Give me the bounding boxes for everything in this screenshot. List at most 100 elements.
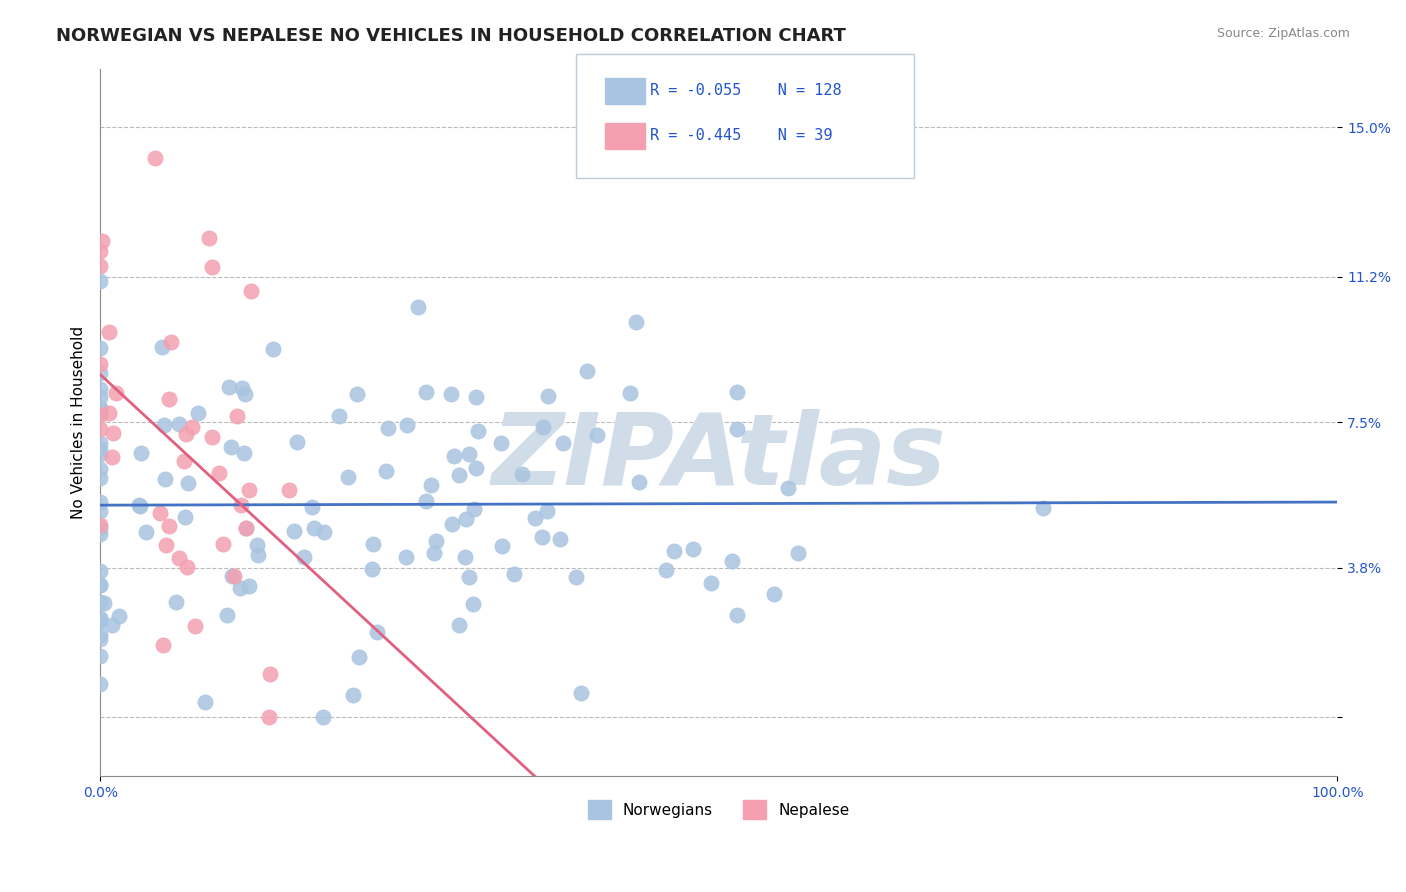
Point [537,389,560,403]
Point [89,564,111,578]
Legend: Norwegians, Nepalese: Norwegians, Nepalese [582,794,856,825]
Point [523,511,546,525]
Point [90,235,112,249]
Point [491,436,513,450]
Point [564,569,586,583]
Point [89,401,111,416]
Point [347,650,370,665]
Point [682,542,704,557]
Point [312,710,335,724]
Point [155,538,177,552]
Point [257,710,280,724]
Point [217,607,239,622]
Point [419,477,441,491]
Point [176,560,198,574]
Point [221,569,243,583]
Point [548,533,571,547]
Point [238,483,260,498]
Point [98,407,121,421]
Point [262,342,284,356]
Text: R = -0.055    N = 128: R = -0.055 N = 128 [650,84,841,98]
Point [167,417,190,431]
Point [454,512,477,526]
Point [197,231,219,245]
Point [149,506,172,520]
Point [101,450,124,464]
Point [184,619,207,633]
Point [655,562,678,576]
Point [89,382,111,396]
Point [218,380,240,394]
Point [153,417,176,432]
Point [551,435,574,450]
Point [89,613,111,627]
Point [89,595,111,609]
Point [89,577,111,591]
Point [312,524,335,539]
Point [89,447,111,461]
Point [627,475,650,489]
Point [346,386,368,401]
Point [233,446,256,460]
Point [89,495,111,509]
Point [302,521,325,535]
Point [108,609,131,624]
Point [89,274,111,288]
Point [586,427,609,442]
Point [406,300,429,314]
Point [491,539,513,553]
Point [229,582,252,596]
Point [531,420,554,434]
Point [211,537,233,551]
Y-axis label: No Vehicles in Household: No Vehicles in Household [72,326,86,519]
Point [143,151,166,165]
Point [135,524,157,539]
Point [727,384,749,399]
Point [454,550,477,565]
Point [720,554,742,568]
Point [415,494,437,508]
Point [98,325,121,339]
Point [229,498,252,512]
Point [301,500,323,514]
Point [292,550,315,565]
Point [502,566,524,581]
Point [89,390,111,404]
Point [463,597,485,611]
Point [89,628,111,642]
Point [530,530,553,544]
Text: ZIPAtlas: ZIPAtlas [491,409,946,507]
Point [89,517,111,532]
Point [395,417,418,432]
Point [93,596,115,610]
Text: Source: ZipAtlas.com: Source: ZipAtlas.com [1216,27,1350,40]
Point [235,521,257,535]
Point [510,467,533,481]
Point [128,499,150,513]
Point [89,578,111,592]
Point [441,516,464,531]
Point [194,695,217,709]
Point [377,420,399,434]
Point [89,342,111,356]
Point [89,244,111,259]
Point [181,420,204,434]
Point [415,384,437,399]
Point [662,543,685,558]
Point [328,409,350,423]
Point [458,570,481,584]
Point [89,471,111,485]
Point [440,386,463,401]
Point [366,625,388,640]
Point [89,435,111,450]
Point [101,617,124,632]
Point [174,510,197,524]
Point [222,569,245,583]
Point [725,422,748,436]
Point [619,386,641,401]
Point [465,460,488,475]
Point [128,498,150,512]
Point [699,575,721,590]
Point [129,446,152,460]
Point [342,688,364,702]
